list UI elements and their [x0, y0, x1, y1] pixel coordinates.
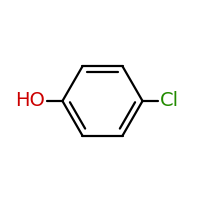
Text: Cl: Cl [160, 92, 179, 110]
Text: HO: HO [15, 92, 45, 110]
